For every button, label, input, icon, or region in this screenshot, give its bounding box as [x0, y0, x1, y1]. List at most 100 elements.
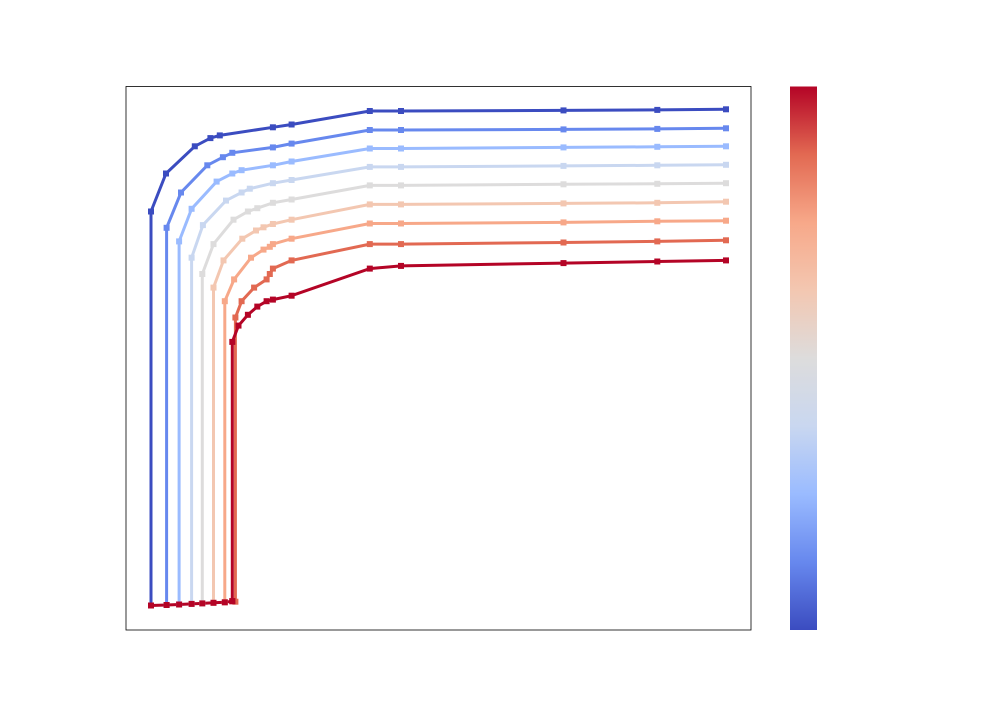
data-point-s6-9: [366, 201, 373, 208]
data-point-s5-2: [199, 271, 206, 277]
data-point-s6-10: [398, 201, 404, 208]
data-point-s7-13: [723, 217, 729, 224]
data-point-s1-8: [288, 121, 295, 128]
data-point-s1-3: [163, 170, 169, 177]
data-point-s5-4: [230, 216, 237, 223]
data-point-s3-11: [560, 144, 567, 151]
data-point-s8-5: [263, 276, 270, 283]
data-point-s10-8: [229, 598, 236, 605]
series-line-7: [223, 219, 727, 603]
data-point-s6-8: [288, 216, 295, 223]
data-point-s2-6: [229, 149, 236, 156]
data-point-s7-2: [221, 298, 228, 305]
data-point-s7-6: [266, 243, 273, 250]
data-point-s8-6: [266, 271, 273, 277]
data-point-s3-2: [176, 238, 183, 245]
data-point-s6-11: [560, 200, 567, 207]
series-line-4: [190, 163, 727, 604]
data-point-s7-4: [248, 254, 254, 261]
data-point-s9-12: [654, 258, 661, 265]
data-point-s1-7: [269, 124, 276, 131]
data-point-s10-3: [176, 601, 183, 608]
data-point-s9-13: [723, 257, 729, 264]
data-point-s4-8: [288, 177, 295, 183]
data-point-s6-4: [239, 235, 246, 242]
data-point-s6-6: [260, 224, 267, 231]
data-point-s4-12: [654, 162, 661, 169]
data-point-s4-13: [723, 161, 729, 168]
data-point-s2-13: [723, 125, 729, 132]
data-point-s8-3: [238, 298, 245, 305]
data-point-s9-11: [560, 260, 567, 267]
data-point-s9-7: [269, 296, 276, 303]
data-point-s8-12: [654, 238, 661, 245]
data-point-s8-1: [232, 598, 239, 605]
data-point-s9-9: [366, 265, 373, 272]
data-point-s5-3: [210, 241, 217, 248]
data-point-s6-5: [253, 227, 259, 234]
data-point-s3-3: [188, 205, 195, 212]
data-point-s6-13: [723, 198, 729, 205]
data-point-s9-3: [235, 322, 242, 329]
data-point-s3-9: [366, 145, 373, 152]
data-point-s8-9: [366, 241, 373, 248]
data-point-s4-7: [269, 180, 276, 187]
data-point-s7-12: [654, 218, 661, 225]
data-point-s2-2: [163, 224, 170, 231]
data-point-s2-8: [288, 140, 295, 147]
data-point-s10-4: [188, 600, 195, 607]
series-line-5: [200, 181, 727, 604]
data-point-s5-13: [723, 180, 729, 187]
series-line-8: [233, 238, 727, 602]
data-point-s9-6: [263, 298, 270, 305]
data-point-s1-4: [191, 143, 198, 150]
data-point-s10-2: [163, 602, 170, 608]
series-layer: [149, 107, 727, 607]
data-point-s4-11: [560, 162, 567, 169]
data-point-s8-10: [398, 241, 404, 248]
data-point-s4-6: [246, 185, 253, 192]
data-point-s3-7: [269, 162, 276, 169]
data-point-s4-4: [223, 197, 229, 204]
data-point-s1-9: [366, 108, 373, 114]
data-point-s7-5: [260, 246, 267, 253]
data-point-s1-13: [723, 106, 729, 113]
data-point-s1-10: [398, 108, 404, 114]
data-point-s9-8: [288, 292, 295, 299]
data-point-s10-7: [221, 599, 228, 606]
series-line-2: [165, 126, 727, 605]
data-point-s2-7: [269, 144, 276, 151]
data-point-s8-7: [269, 265, 276, 272]
data-point-s4-2: [188, 254, 195, 261]
data-point-s5-9: [366, 182, 373, 189]
data-point-s2-11: [560, 126, 567, 133]
data-point-s10-5: [199, 600, 206, 607]
data-point-s1-11: [560, 107, 567, 114]
colorbar: [790, 86, 817, 630]
data-point-s1-12: [654, 106, 661, 113]
data-point-s5-7: [269, 199, 276, 206]
data-point-s7-3: [231, 276, 238, 283]
data-point-s7-9: [366, 220, 373, 227]
data-point-s3-6: [238, 167, 245, 174]
data-point-s8-4: [251, 284, 258, 291]
data-point-s4-10: [398, 163, 404, 170]
data-point-s3-4: [213, 178, 220, 185]
data-point-s9-2: [229, 338, 236, 345]
data-point-s8-8: [288, 257, 295, 264]
data-point-s6-2: [210, 284, 217, 291]
data-point-s6-7: [269, 221, 276, 227]
data-point-s5-8: [288, 196, 295, 203]
data-point-s5-5: [244, 208, 251, 215]
data-point-s8-13: [723, 237, 729, 244]
data-point-s4-3: [199, 222, 206, 229]
data-point-s9-5: [254, 303, 261, 310]
data-point-s3-13: [723, 143, 729, 150]
data-point-s2-9: [366, 127, 373, 133]
data-point-s7-8: [288, 235, 295, 242]
data-point-s2-3: [178, 189, 184, 196]
data-point-s5-6: [254, 205, 261, 212]
data-point-s1-2: [148, 208, 154, 215]
data-point-s8-11: [560, 239, 567, 246]
